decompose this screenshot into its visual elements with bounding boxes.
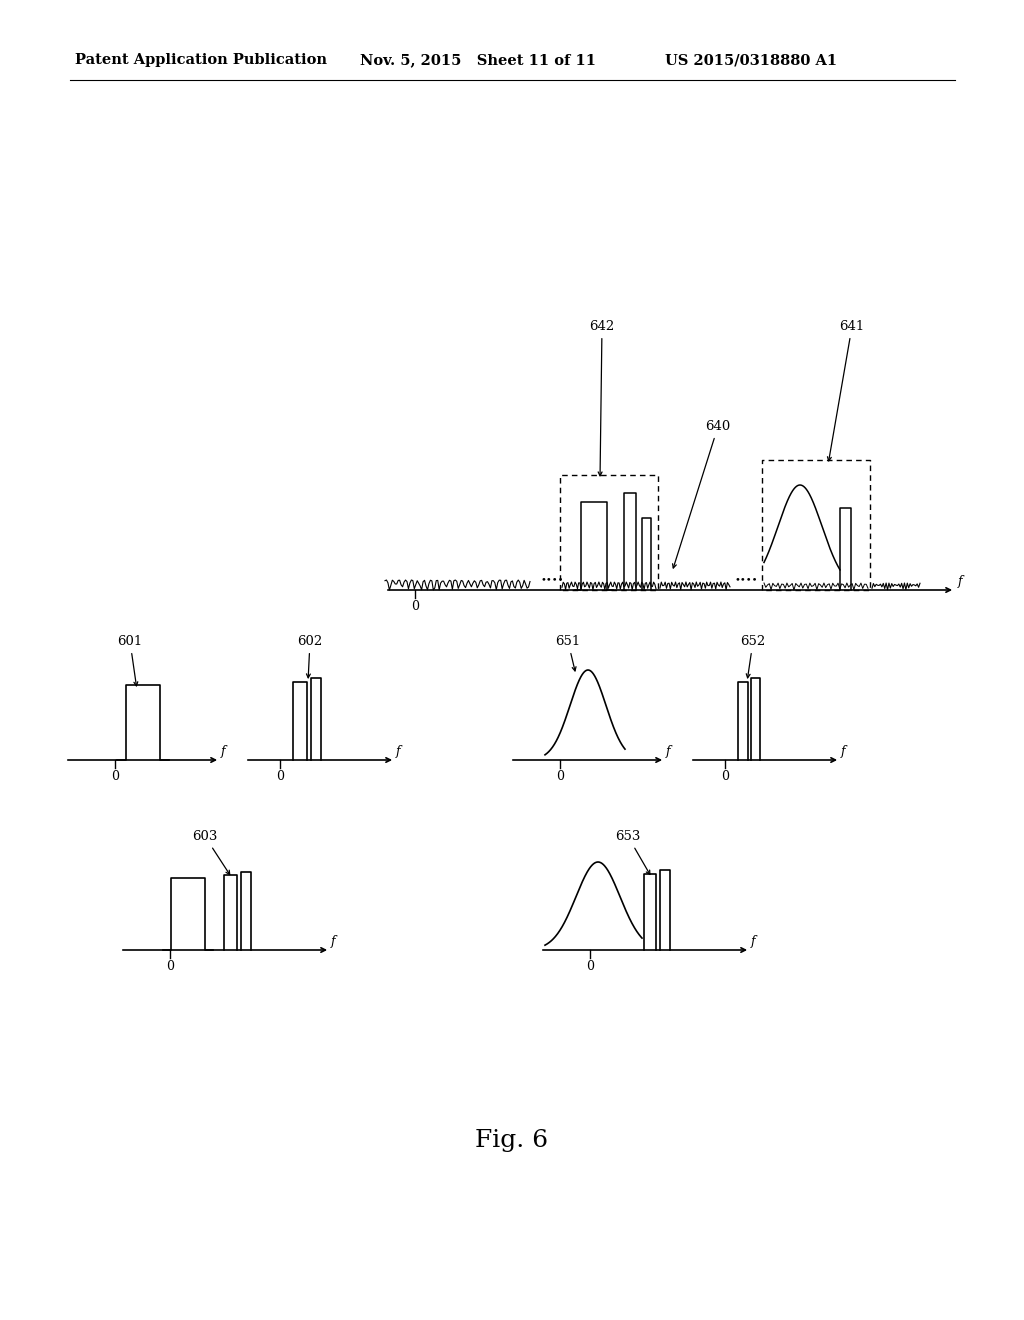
Text: 651: 651 <box>555 635 581 671</box>
Text: 653: 653 <box>615 830 650 874</box>
Text: ••••: •••• <box>540 576 563 583</box>
Text: f: f <box>221 744 225 758</box>
Text: 0: 0 <box>721 770 729 783</box>
Text: 640: 640 <box>673 420 731 568</box>
Text: Patent Application Publication: Patent Application Publication <box>75 53 327 67</box>
Text: 602: 602 <box>297 635 323 678</box>
Text: f: f <box>331 935 336 948</box>
Text: 0: 0 <box>556 770 564 783</box>
Text: 0: 0 <box>411 601 419 612</box>
Text: 0: 0 <box>276 770 284 783</box>
Text: f: f <box>958 576 963 587</box>
Text: Nov. 5, 2015   Sheet 11 of 11: Nov. 5, 2015 Sheet 11 of 11 <box>360 53 596 67</box>
Text: 641: 641 <box>827 319 864 461</box>
Text: f: f <box>396 744 400 758</box>
Text: f: f <box>751 935 756 948</box>
Text: 0: 0 <box>111 770 119 783</box>
Text: ••••: •••• <box>735 576 759 583</box>
Text: 652: 652 <box>740 635 766 678</box>
Text: f: f <box>841 744 846 758</box>
Text: 642: 642 <box>590 319 614 475</box>
Text: Fig. 6: Fig. 6 <box>475 1129 549 1151</box>
Text: 601: 601 <box>118 635 142 686</box>
Text: 0: 0 <box>586 960 594 973</box>
Text: 0: 0 <box>166 960 174 973</box>
Text: f: f <box>666 744 671 758</box>
Text: 603: 603 <box>193 830 229 875</box>
Text: US 2015/0318880 A1: US 2015/0318880 A1 <box>665 53 838 67</box>
